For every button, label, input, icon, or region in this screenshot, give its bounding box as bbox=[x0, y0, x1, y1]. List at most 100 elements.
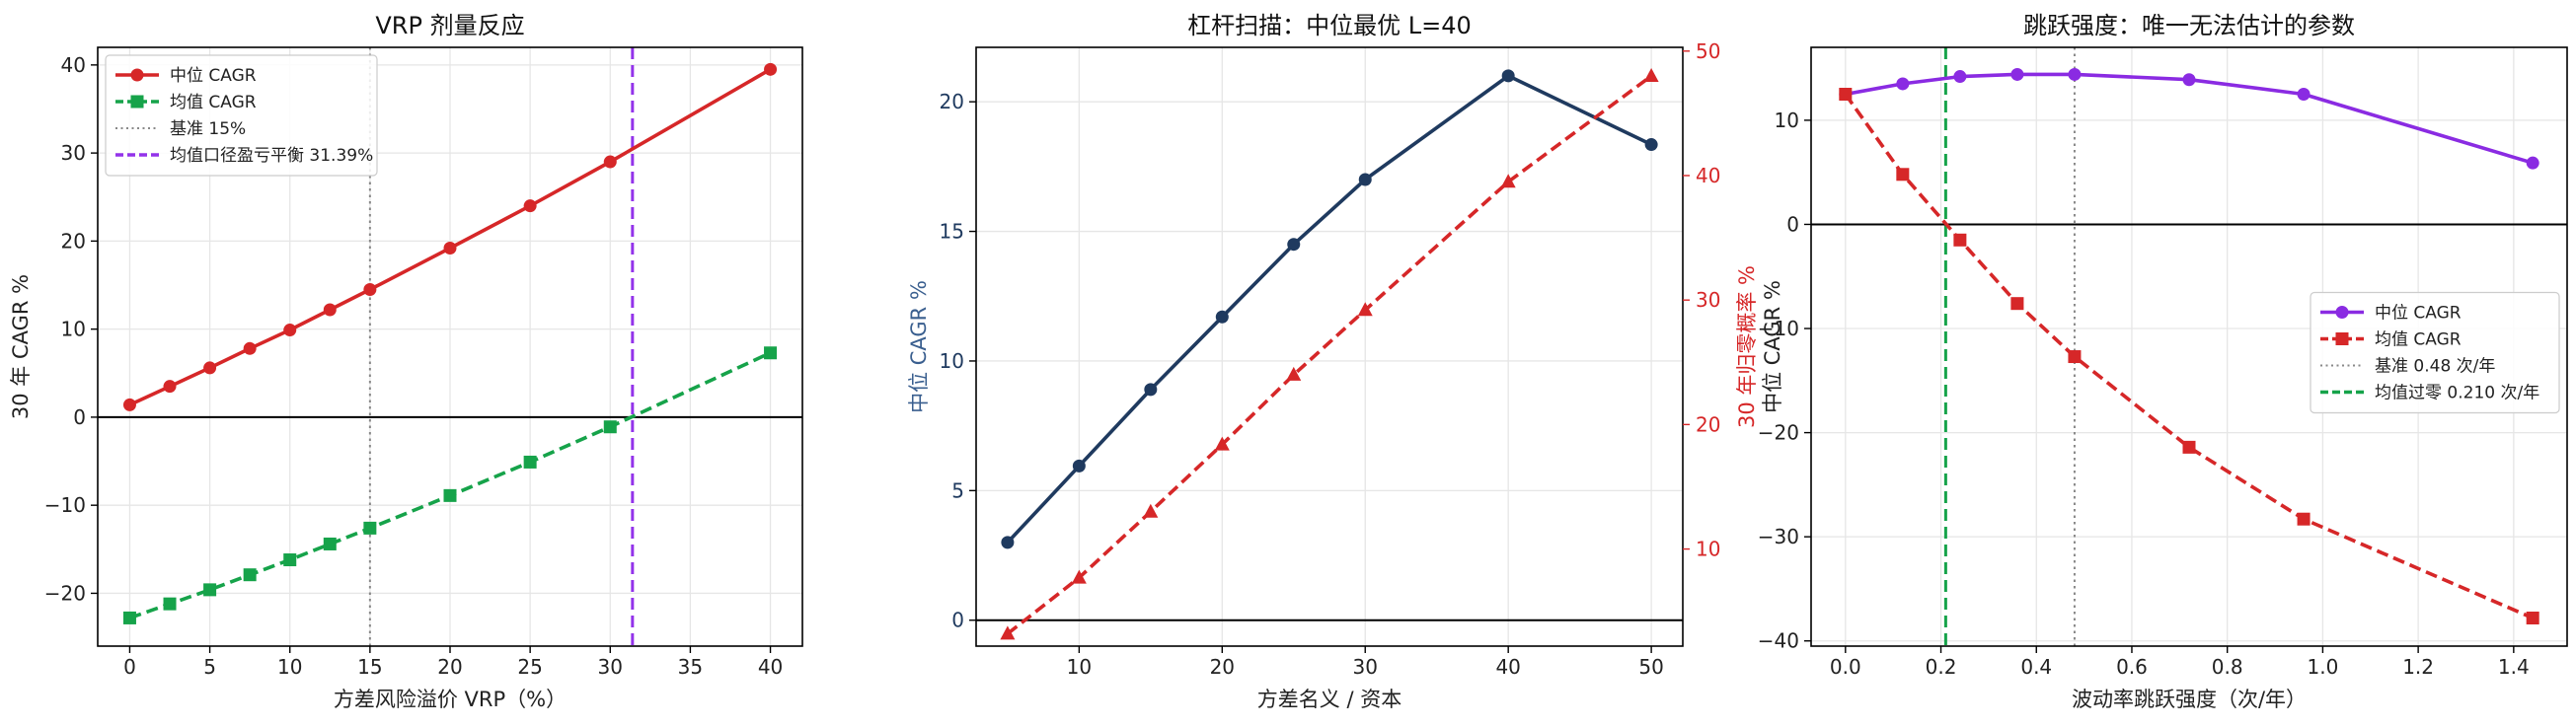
y-tick-label: 0 bbox=[951, 609, 964, 632]
x-tick-label: 0.6 bbox=[2116, 655, 2148, 679]
y-axis-label: 中位 CAGR % bbox=[1761, 280, 1784, 413]
data-point bbox=[1215, 310, 1229, 324]
data-point bbox=[1500, 174, 1516, 188]
x-tick-label: 40 bbox=[758, 655, 783, 679]
series-1 bbox=[122, 62, 778, 411]
y-right-tick-label: 20 bbox=[1696, 412, 1720, 436]
x-tick-label: 50 bbox=[1638, 655, 1663, 679]
legend-item: 均值 CAGR bbox=[2320, 330, 2462, 350]
data-point bbox=[1839, 88, 1853, 102]
data-point bbox=[764, 62, 778, 76]
data-point bbox=[1143, 503, 1159, 518]
chart-panel-3: 0.0 0.2 0.4 0.6 0.8 1.0 1.2 1.4 −40 −30 −20 −10 0 10 跳… bbox=[1758, 12, 2568, 711]
y-tick-label: 15 bbox=[940, 220, 964, 244]
y-tick-label: −30 bbox=[1758, 525, 1799, 548]
chart-panel-2: 10 20 30 40 50 0 5 10 15 20 10 20 30 40 50 杠杆扫描：中位最优 L=… bbox=[907, 12, 1759, 711]
x-tick-label: 25 bbox=[517, 655, 542, 679]
legend: 中位 CAGR 均值 CAGR 基准 15% 均值口径盈亏平衡 31.39% bbox=[105, 54, 378, 177]
data-point bbox=[2297, 88, 2311, 102]
data-point bbox=[122, 398, 136, 411]
y-right-tick-label: 50 bbox=[1696, 39, 1720, 63]
legend-item: 均值过零 0.210 次/年 bbox=[2320, 384, 2539, 403]
data-point bbox=[2068, 67, 2082, 81]
data-point bbox=[283, 553, 297, 567]
legend-label: 均值口径盈亏平衡 31.39% bbox=[170, 146, 373, 166]
data-point bbox=[2297, 512, 2311, 526]
chart-title: 跳跃强度：唯一无法估计的参数 bbox=[2023, 12, 2355, 39]
x-tick-label: 20 bbox=[1210, 655, 1235, 679]
data-point bbox=[163, 597, 177, 611]
series-line bbox=[1845, 72, 2534, 165]
x-tick-label: 10 bbox=[1067, 655, 1092, 679]
y-tick-label: 0 bbox=[73, 405, 86, 429]
data-point bbox=[764, 346, 778, 360]
data-point bbox=[243, 568, 257, 582]
y-tick-label: −20 bbox=[1758, 421, 1799, 445]
plot-frame bbox=[975, 46, 1684, 647]
data-point bbox=[323, 537, 337, 550]
data-point bbox=[1896, 168, 1910, 182]
legend-box bbox=[2310, 291, 2560, 414]
legend-label: 中位 CAGR bbox=[2375, 304, 2462, 324]
x-tick-label: 1.0 bbox=[2307, 655, 2338, 679]
series-2 bbox=[1000, 68, 1659, 640]
data-point bbox=[163, 380, 177, 394]
data-point bbox=[1501, 69, 1515, 83]
data-point bbox=[1071, 569, 1087, 584]
data-point bbox=[1214, 436, 1230, 451]
x-tick-label: 0.8 bbox=[2212, 655, 2243, 679]
series-line bbox=[1006, 74, 1652, 545]
x-tick-label: 20 bbox=[437, 655, 462, 679]
data-point bbox=[1643, 68, 1659, 83]
legend-item: 均值口径盈亏平衡 31.39% bbox=[115, 146, 373, 166]
legend-item: 均值 CAGR bbox=[115, 93, 257, 112]
y-tick-label: 5 bbox=[951, 478, 964, 502]
x-tick-label: 1.2 bbox=[2402, 655, 2434, 679]
legend-marker bbox=[130, 68, 144, 82]
legend-item: 中位 CAGR bbox=[2320, 304, 2462, 324]
reference-lines bbox=[1811, 47, 2567, 646]
chart-title: VRP 剂量反应 bbox=[375, 12, 524, 39]
x-tick-label: 0.2 bbox=[1926, 655, 1957, 679]
data-point bbox=[1287, 238, 1301, 252]
x-axis-label: 方差名义 / 资本 bbox=[1257, 688, 1402, 711]
x-tick-label: 35 bbox=[678, 655, 703, 679]
x-tick-label: 0 bbox=[123, 655, 136, 679]
x-tick-label: 1.4 bbox=[2498, 655, 2530, 679]
data-point bbox=[2526, 156, 2539, 170]
series-2 bbox=[1839, 88, 2539, 624]
data-point bbox=[1953, 70, 1967, 84]
legend-label: 中位 CAGR bbox=[170, 66, 257, 86]
y-tick-label: 10 bbox=[61, 318, 86, 341]
legend-label: 基准 0.48 次/年 bbox=[2375, 357, 2495, 377]
chart-title: 杠杆扫描：中位最优 L=40 bbox=[1187, 12, 1472, 39]
x-tick-label: 15 bbox=[357, 655, 382, 679]
data-point bbox=[283, 324, 297, 337]
series-line bbox=[1844, 93, 2534, 620]
legend-item: 基准 0.48 次/年 bbox=[2320, 357, 2495, 377]
legend-label: 均值过零 0.210 次/年 bbox=[2375, 384, 2539, 403]
series-1 bbox=[1001, 69, 1658, 549]
data-point bbox=[443, 242, 457, 255]
x-tick-label: 40 bbox=[1495, 655, 1520, 679]
y-tick-label: 40 bbox=[61, 53, 86, 77]
y-tick-label: 20 bbox=[940, 90, 964, 113]
x-tick-label: 30 bbox=[598, 655, 623, 679]
y-tick-label: −10 bbox=[1758, 317, 1799, 340]
x-tick-label: 0.0 bbox=[1830, 655, 1861, 679]
legend-label: 均值 CAGR bbox=[2375, 330, 2462, 350]
x-axis-label: 波动率跳跃强度（次/年） bbox=[2072, 688, 2307, 711]
data-point bbox=[203, 361, 217, 375]
legend-marker bbox=[2335, 332, 2349, 345]
y-tick-label: −10 bbox=[44, 493, 86, 517]
data-point bbox=[2182, 73, 2196, 87]
legend-item: 基准 15% bbox=[115, 119, 246, 139]
data-point bbox=[203, 583, 217, 597]
data-point bbox=[523, 455, 537, 469]
x-tick-label: 5 bbox=[203, 655, 216, 679]
data-point bbox=[443, 488, 457, 502]
x-axis-label: 方差风险溢价 VRP（%） bbox=[334, 688, 567, 711]
data-point bbox=[2182, 440, 2196, 454]
series-1 bbox=[1839, 67, 2539, 170]
